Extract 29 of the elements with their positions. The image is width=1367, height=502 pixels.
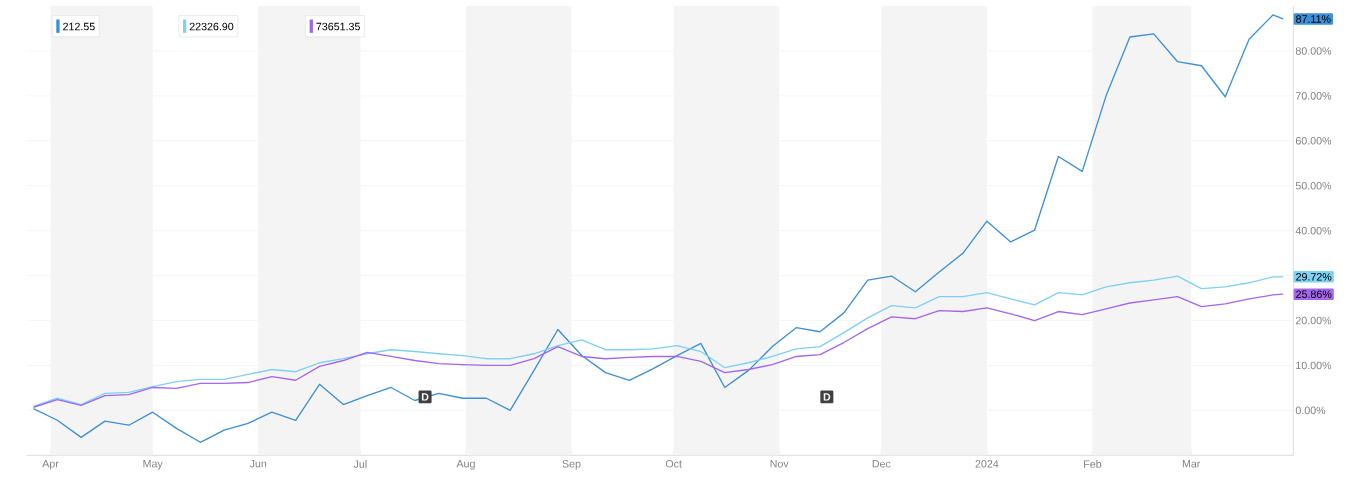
y-tick-label: 40.00% [1295,226,1332,235]
annotation: D [823,393,831,401]
x-tick-label: Jun [249,460,267,468]
y-tick-label: 20.00% [1295,316,1332,325]
x-tick-label: Sep [562,460,581,470]
annotation: 212.55 [63,22,95,31]
x-tick-label: Feb [1084,460,1102,468]
data-label: 25.86% [1296,290,1332,298]
y-tick-label: 50.00% [1295,181,1332,190]
y-tick-label: 10.00% [1296,361,1332,370]
x-tick-label: May [143,460,163,470]
annotation: 73651.35 [316,22,360,31]
x-tick-label: Jul [353,460,367,468]
y-tick-label: 70.00% [1295,92,1332,100]
line-series [32,14,1284,443]
x-tick-label: Dec [872,460,891,468]
data-label: 29.72% [1296,273,1332,281]
y-tick-label: 80.00% [1295,47,1332,55]
x-tick-label: Apr [42,460,59,470]
y-tick-label: 60.00% [1295,137,1332,145]
x-tick-label: 2024 [975,460,999,468]
x-tick-label: Oct [665,460,682,468]
data-label: 87.11% [1296,15,1331,23]
x-tick-label: Aug [456,460,475,470]
x-tick-label: Mar [1182,460,1201,468]
y-tick-label: 0.00% [1295,406,1326,415]
annotation: 22326.90 [189,22,234,31]
x-tick-label: Nov [770,460,789,468]
annotation: D [421,393,429,401]
